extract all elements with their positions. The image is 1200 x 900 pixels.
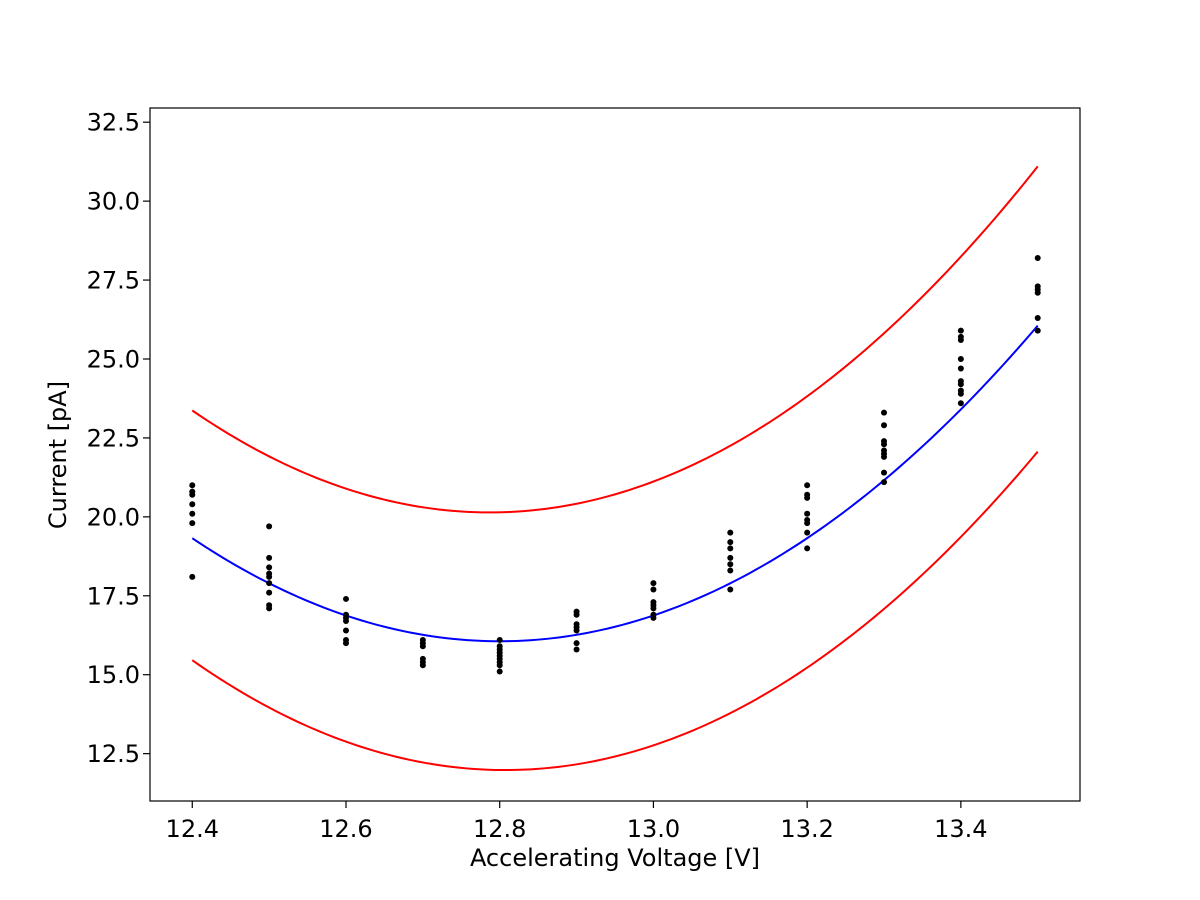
data-point (496, 636, 503, 643)
data-point (881, 422, 888, 429)
data-point (881, 441, 888, 448)
y-tick-label: 30.0 (87, 188, 140, 216)
y-tick-label: 15.0 (87, 661, 140, 689)
x-tick-label: 12.6 (319, 815, 372, 843)
data-point (189, 501, 196, 508)
data-point (727, 561, 734, 568)
fit-curve-2 (191, 165, 1039, 514)
data-point (881, 469, 888, 476)
data-point (1034, 314, 1041, 321)
data-point (957, 381, 964, 388)
data-point (650, 586, 657, 593)
data-point (189, 491, 196, 498)
x-tick-label: 13.0 (627, 815, 680, 843)
data-point (957, 355, 964, 362)
data-point (573, 640, 580, 647)
data-point (189, 573, 196, 580)
data-point (650, 614, 657, 621)
data-point (266, 605, 273, 612)
data-point (804, 520, 811, 527)
y-axis: 12.5 15.0 17.5 20.0 22.5 25.0 27.5 30.0 32.5 (87, 109, 150, 768)
x-axis-title: Accelerating Voltage [V] (470, 844, 760, 872)
x-tick-label: 13.2 (780, 815, 833, 843)
data-point (727, 545, 734, 552)
x-tick-label: 12.8 (473, 815, 526, 843)
data-point (727, 529, 734, 536)
y-tick-label: 32.5 (87, 109, 140, 137)
y-tick-label: 12.5 (87, 740, 140, 768)
y-tick-label: 25.0 (87, 345, 140, 373)
data-point (727, 539, 734, 546)
data-point (266, 554, 273, 561)
data-point (957, 400, 964, 407)
data-point (1034, 254, 1041, 261)
data-point (573, 627, 580, 634)
data-point (573, 611, 580, 618)
data-point (727, 567, 734, 574)
data-point (727, 586, 734, 593)
data-point (266, 573, 273, 580)
fit-curve-3 (191, 451, 1039, 772)
y-tick-label: 27.5 (87, 267, 140, 295)
data-point (496, 668, 503, 675)
x-tick-label: 13.4 (934, 815, 987, 843)
y-tick-label: 22.5 (87, 424, 140, 452)
x-axis: 12.4 12.6 12.8 13.0 13.2 13.4 (166, 801, 988, 843)
data-point (881, 409, 888, 416)
data-point (189, 482, 196, 489)
data-point (496, 662, 503, 669)
data-point (266, 523, 273, 530)
x-tick-label: 12.4 (166, 815, 219, 843)
data-point (419, 643, 426, 650)
data-point (957, 365, 964, 372)
data-point (342, 627, 349, 634)
data-point (881, 453, 888, 460)
data-point (419, 662, 426, 669)
data-point (266, 564, 273, 571)
fit-curves (191, 165, 1039, 772)
plot-frame (149, 107, 1081, 802)
data-point (1034, 289, 1041, 296)
data-point (957, 327, 964, 334)
data-point (573, 646, 580, 653)
data-point (342, 595, 349, 602)
data-point (189, 510, 196, 517)
data-point (881, 479, 888, 486)
data-point (1034, 327, 1041, 334)
data-point (804, 510, 811, 517)
y-tick-label: 20.0 (87, 503, 140, 531)
data-point (266, 580, 273, 587)
data-point (727, 554, 734, 561)
data-point (650, 605, 657, 612)
data-point (957, 390, 964, 397)
data-point (342, 640, 349, 647)
data-point (266, 589, 273, 596)
fit-curve-1 (191, 325, 1039, 643)
data-point (804, 482, 811, 489)
data-point (189, 520, 196, 527)
plot-area (150, 108, 1080, 801)
data-point (804, 545, 811, 552)
y-axis-title: Current [pA] (44, 381, 72, 529)
data-point (342, 618, 349, 625)
data-point (957, 337, 964, 344)
y-tick-label: 17.5 (87, 582, 140, 610)
data-point (804, 494, 811, 501)
data-point (804, 529, 811, 536)
data-point (650, 580, 657, 587)
data-points (189, 254, 1041, 675)
